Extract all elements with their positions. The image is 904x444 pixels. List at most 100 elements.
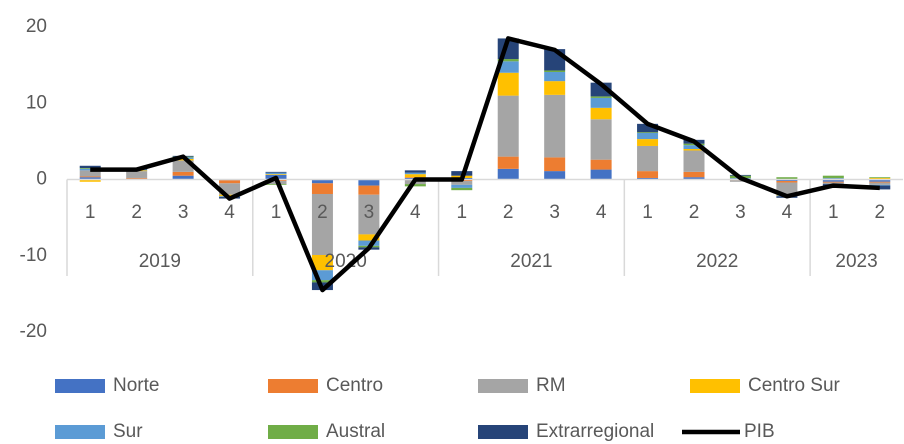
x-group-label: 2022 <box>696 251 738 272</box>
bar-segment <box>497 72 519 96</box>
bar-segment <box>637 132 659 140</box>
bar-segment <box>869 177 891 180</box>
bar-segment <box>776 181 798 183</box>
line-series <box>90 36 880 293</box>
legend-label: RM <box>536 375 566 396</box>
x-group-label: 2020 <box>325 251 367 272</box>
bar-segment <box>637 171 659 178</box>
bar-segment <box>544 171 566 180</box>
bar-segment <box>729 180 751 182</box>
bar-segment <box>79 179 101 182</box>
bar-segment <box>311 270 333 281</box>
x-tick-label: 2 <box>689 202 700 223</box>
bar-segment <box>869 179 891 182</box>
bar-segment <box>79 170 101 177</box>
y-tick-label: -20 <box>20 321 47 342</box>
bar-segment <box>544 157 566 172</box>
bar-segment <box>311 179 333 184</box>
bar-segment <box>637 132 659 133</box>
legend-label: Extrarregional <box>536 421 654 442</box>
bar-segment <box>497 168 519 180</box>
bar-segment <box>822 181 844 183</box>
bar-segment <box>590 107 612 120</box>
bar-segment <box>311 280 333 283</box>
legend-swatch <box>268 425 318 439</box>
bar-segment <box>219 183 241 195</box>
bar-segment <box>776 179 798 182</box>
x-group-label: 2023 <box>835 251 877 272</box>
bar-segment <box>869 184 891 186</box>
x-tick-label: 3 <box>178 202 189 223</box>
bar-segment <box>497 95 519 157</box>
legend-label: Sur <box>113 421 143 442</box>
bar-segment <box>590 96 612 98</box>
bar-segment <box>590 97 612 108</box>
legend-label: Centro <box>326 375 383 396</box>
bar-segment <box>776 182 798 195</box>
bar-segment <box>219 194 241 197</box>
y-tick-label: -10 <box>20 245 47 266</box>
bar-segment <box>172 175 194 180</box>
bar-segment <box>265 174 287 175</box>
bar-segment <box>590 119 612 160</box>
y-tick-label: 10 <box>26 92 47 113</box>
x-tick-label: 2 <box>317 202 328 223</box>
bar-segment <box>637 177 659 180</box>
x-tick-label: 4 <box>410 202 421 223</box>
bar-segment <box>451 187 473 191</box>
bar-segment <box>683 150 705 172</box>
legend-label: PIB <box>744 421 775 442</box>
bar-segment <box>869 181 891 183</box>
bar-segment <box>219 180 241 184</box>
bar-segment <box>126 177 148 179</box>
bar-segment <box>311 183 333 194</box>
bar-segment <box>358 185 380 195</box>
legend-swatch <box>268 379 318 393</box>
bar-segment <box>590 159 612 170</box>
bar-segment <box>637 123 659 133</box>
x-tick-label: 4 <box>782 202 793 223</box>
bar-segment <box>544 81 566 95</box>
x-tick-label: 3 <box>364 202 375 223</box>
x-tick-label: 1 <box>85 202 96 223</box>
bar-segment <box>822 182 844 185</box>
x-group-label: 2019 <box>139 251 181 272</box>
bar-segment <box>683 149 705 151</box>
bar-segment <box>126 171 148 178</box>
legend-label: Norte <box>113 375 159 396</box>
bar-segment <box>683 171 705 178</box>
bar-segment <box>265 172 287 175</box>
bar-segment <box>822 175 844 178</box>
bar-segment <box>637 139 659 146</box>
bar-segment <box>683 145 705 149</box>
x-tick-label: 2 <box>874 202 885 223</box>
bar-segment <box>311 193 333 255</box>
bar-segment <box>590 169 612 180</box>
bar-segment <box>311 254 333 271</box>
x-tick-label: 2 <box>503 202 514 223</box>
x-tick-label: 3 <box>549 202 560 223</box>
bar-segment <box>404 184 426 187</box>
bar-segment <box>79 165 101 169</box>
bar-segment <box>79 177 101 180</box>
bar-segment <box>404 174 426 178</box>
y-tick-label: 0 <box>36 169 47 190</box>
x-tick-label: 2 <box>131 202 142 223</box>
bar-segment <box>544 94 566 158</box>
bar-segment <box>172 160 194 172</box>
bar-segment <box>822 177 844 179</box>
bar-segment <box>172 158 194 161</box>
legend-swatch <box>690 379 740 393</box>
bar-segment <box>358 234 380 241</box>
x-tick-label: 1 <box>271 202 282 223</box>
bar-segment <box>544 70 566 72</box>
bar-segment <box>404 170 426 173</box>
legend-swatch <box>478 425 528 439</box>
bar-segment <box>358 179 380 186</box>
bar-segment <box>265 171 287 173</box>
bar-segment <box>683 177 705 180</box>
bar-segment <box>869 177 891 178</box>
x-group-label: 2021 <box>510 251 552 272</box>
x-tick-label: 4 <box>596 202 607 223</box>
